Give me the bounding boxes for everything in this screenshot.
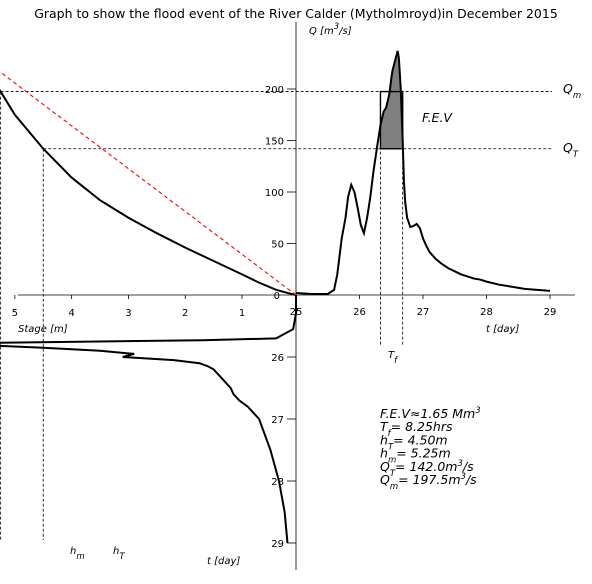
stage-axis-label: Stage [m] [18, 324, 68, 335]
stat-line: Qm= 197.5m3/s [380, 472, 477, 492]
stage-tick-label: 2 [182, 308, 188, 319]
hm-label: hm [70, 546, 85, 562]
stat-line: hT= 4.50m [380, 432, 448, 452]
ht-label: hT [113, 546, 125, 562]
qm-label: Qm [563, 81, 581, 101]
qt-label: QT [563, 140, 579, 160]
origin-label: 0 [274, 291, 280, 302]
stage-time-tick-label: 26 [271, 353, 284, 364]
y-tick-label: 100 [265, 188, 284, 199]
y-tick-label: 50 [271, 240, 284, 251]
fev-label: F.E.V [422, 110, 453, 125]
y-tick-label: 200 [265, 85, 284, 96]
fev-shaded-area [380, 50, 403, 149]
stat-line: F.E.V≈1.65 Mm3 [380, 406, 481, 421]
stage-time-tick-label: 29 [271, 539, 284, 550]
stage-time-axis-label: t [day] [207, 556, 240, 567]
stage-hydrograph-curve [0, 295, 297, 544]
stage-tick-label: 5 [12, 308, 18, 319]
x-tick-label: 25 [290, 307, 303, 318]
stat-line: Tf= 8.25hrs [380, 419, 453, 439]
stat-line: QT= 142.0m3/s [380, 459, 474, 479]
axes-group [14, 22, 575, 570]
stage-tick-label: 4 [68, 308, 74, 319]
stat-line: hm= 5.25m [380, 446, 451, 466]
tf-label: Tf [388, 350, 399, 366]
x-tick-label: 27 [417, 307, 430, 318]
x-tick-label: 29 [544, 307, 557, 318]
rating-curve [0, 88, 297, 296]
linear-reference-line [0, 71, 297, 296]
stage-time-tick-label: 27 [271, 415, 284, 426]
x-tick-label: 26 [353, 307, 366, 318]
chart-title: Graph to show the flood event of the Riv… [34, 6, 558, 21]
hydrograph-curve [295, 50, 551, 295]
q-axis-label: Q [m3/s] [309, 22, 352, 37]
stage-tick-label: 1 [239, 308, 245, 319]
t-axis-label: t [day] [486, 324, 519, 335]
labels-group: 25 26 27 28 29 50 100 150 200 0 Q [m3/s] t [day] 5 4 3… [12, 22, 581, 567]
x-tick-label: 28 [480, 307, 493, 318]
marks-group [0, 50, 552, 544]
stage-tick-label: 3 [125, 308, 131, 319]
y-tick-label: 150 [265, 137, 284, 148]
stage-time-tick-label: 28 [271, 477, 284, 488]
